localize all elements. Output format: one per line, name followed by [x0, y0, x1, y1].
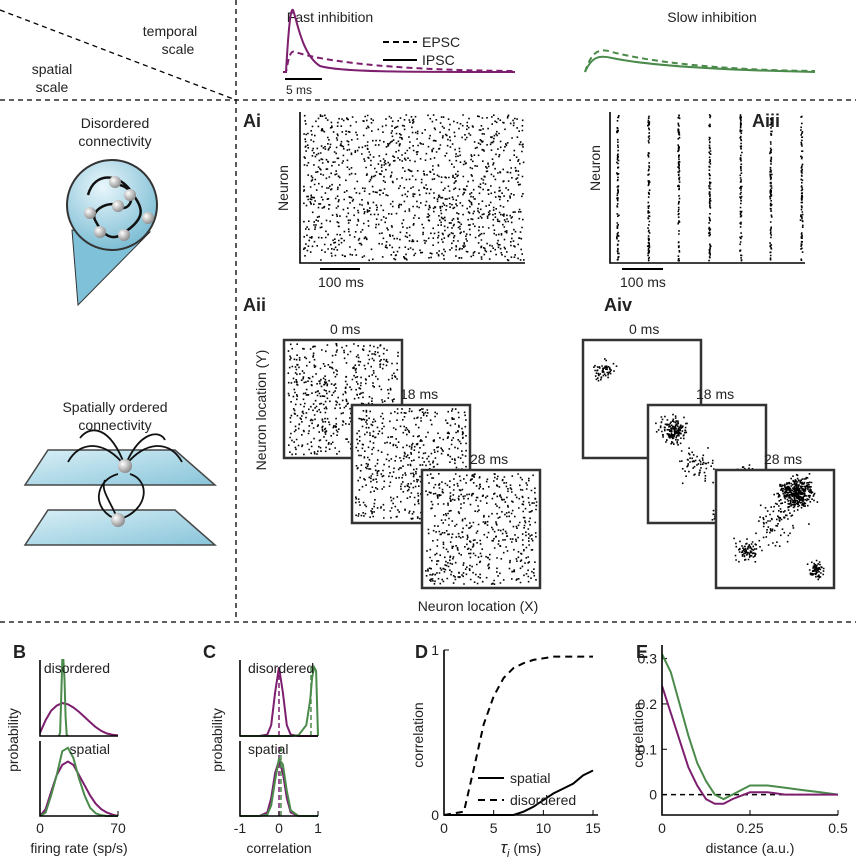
subplot-label: disordered	[248, 660, 314, 676]
legend-text: EPSC	[422, 34, 460, 50]
y-tick-label: 0	[649, 787, 657, 803]
y-label: Neuron location (Y)	[253, 350, 269, 471]
header-text: scale	[36, 79, 69, 95]
x-tick-label: 5	[490, 820, 498, 836]
subplot-label: disordered	[44, 660, 110, 676]
header-title: Fast inhibition	[287, 9, 373, 25]
y-tick-label: 0	[431, 807, 439, 823]
scalebar-text: 100 ms	[318, 274, 364, 290]
x-tick-label: 15	[585, 820, 601, 836]
x-label: distance (a.u.)	[706, 840, 795, 856]
x-label: Neuron location (X)	[418, 598, 539, 614]
y-label: probability	[209, 708, 225, 772]
spikes	[303, 114, 525, 261]
time-label: 0 ms	[330, 321, 360, 337]
row-label: Spatially ordered	[62, 399, 167, 415]
rasters: 0 ms 18 ms 28 ms 0 ms 18 ms 28 ms	[284, 114, 834, 588]
series-line	[40, 748, 118, 816]
x-label: τi (ms)	[501, 838, 542, 859]
x-tick-label: 0	[275, 820, 283, 836]
x-label: firing rate (sp/s)	[30, 840, 127, 856]
epsc-curve	[585, 50, 815, 72]
time-label: 18 ms	[696, 386, 734, 402]
legend-text: IPSC	[422, 52, 455, 68]
time-label: 28 ms	[764, 451, 802, 467]
panel-label: Aii	[243, 295, 266, 315]
y-label: correlation	[410, 702, 426, 767]
spikes	[647, 116, 651, 262]
x-tick-label: -1	[234, 820, 247, 836]
panel-label: Aiv	[604, 295, 632, 315]
panel-label: B	[13, 642, 26, 662]
scalebar-text: 5 ms	[286, 83, 312, 97]
snapshot: 28 ms	[422, 451, 540, 588]
time-label: 0 ms	[629, 321, 659, 337]
x-tick-label: 0.5	[828, 820, 848, 836]
ipsc-curve	[585, 57, 815, 72]
x-label: correlation	[246, 840, 311, 856]
header-text: spatial	[32, 61, 72, 77]
figure: temporal scale spatial scale Fast inhibi…	[0, 0, 856, 859]
x-tick-label: 1	[314, 820, 322, 836]
x-tick-label: 0	[36, 820, 44, 836]
y-label: correlation	[630, 702, 646, 767]
legend-text: spatial	[510, 770, 550, 786]
y-tick-label: 1	[431, 642, 439, 658]
page: temporal scale spatial scale Fast inhibi…	[0, 0, 856, 859]
panel-label: Aiii	[752, 111, 780, 131]
y-label: Neuron	[587, 145, 603, 191]
neuron	[118, 459, 132, 473]
scalebar-text: 100 ms	[620, 274, 666, 290]
time-label: 28 ms	[470, 451, 508, 467]
time-label: 18 ms	[400, 386, 438, 402]
legend-text: disordered	[510, 792, 576, 808]
subplot-label: spatial	[248, 741, 288, 757]
spikes	[739, 114, 743, 261]
axes	[662, 645, 838, 815]
raster-axes	[610, 112, 805, 263]
y-label: Neuron	[275, 165, 291, 211]
axes	[444, 650, 598, 815]
snapshot: 28 ms	[716, 451, 834, 588]
x-tick-label: 10	[536, 820, 552, 836]
header-text: temporal	[143, 23, 197, 39]
spikes	[708, 114, 712, 261]
spikes	[616, 115, 620, 261]
y-tick-label: 0.3	[638, 651, 658, 667]
x-tick-label: 0	[440, 820, 448, 836]
spikes	[800, 116, 804, 261]
spikes	[769, 118, 773, 261]
x-label-part: (ms)	[509, 840, 541, 856]
epsc-curve	[283, 52, 515, 72]
row-label: Disordered	[81, 115, 149, 131]
series-line	[40, 762, 118, 817]
panel-label: Ai	[243, 111, 261, 131]
header-text: scale	[162, 41, 195, 57]
panel-label: C	[203, 642, 216, 662]
x-tick-label: 0	[658, 820, 666, 836]
header-title: Slow inhibition	[667, 9, 757, 25]
spikes	[677, 115, 680, 262]
subplot-label: spatial	[70, 741, 110, 757]
panel-label: D	[415, 642, 428, 662]
x-tick-label: 0.25	[736, 820, 763, 836]
row-label: connectivity	[78, 133, 151, 149]
neuron	[111, 513, 125, 527]
series-line	[662, 654, 838, 799]
series-line	[40, 703, 118, 735]
y-label: probability	[5, 708, 21, 772]
x-tick-label: 70	[110, 820, 126, 836]
